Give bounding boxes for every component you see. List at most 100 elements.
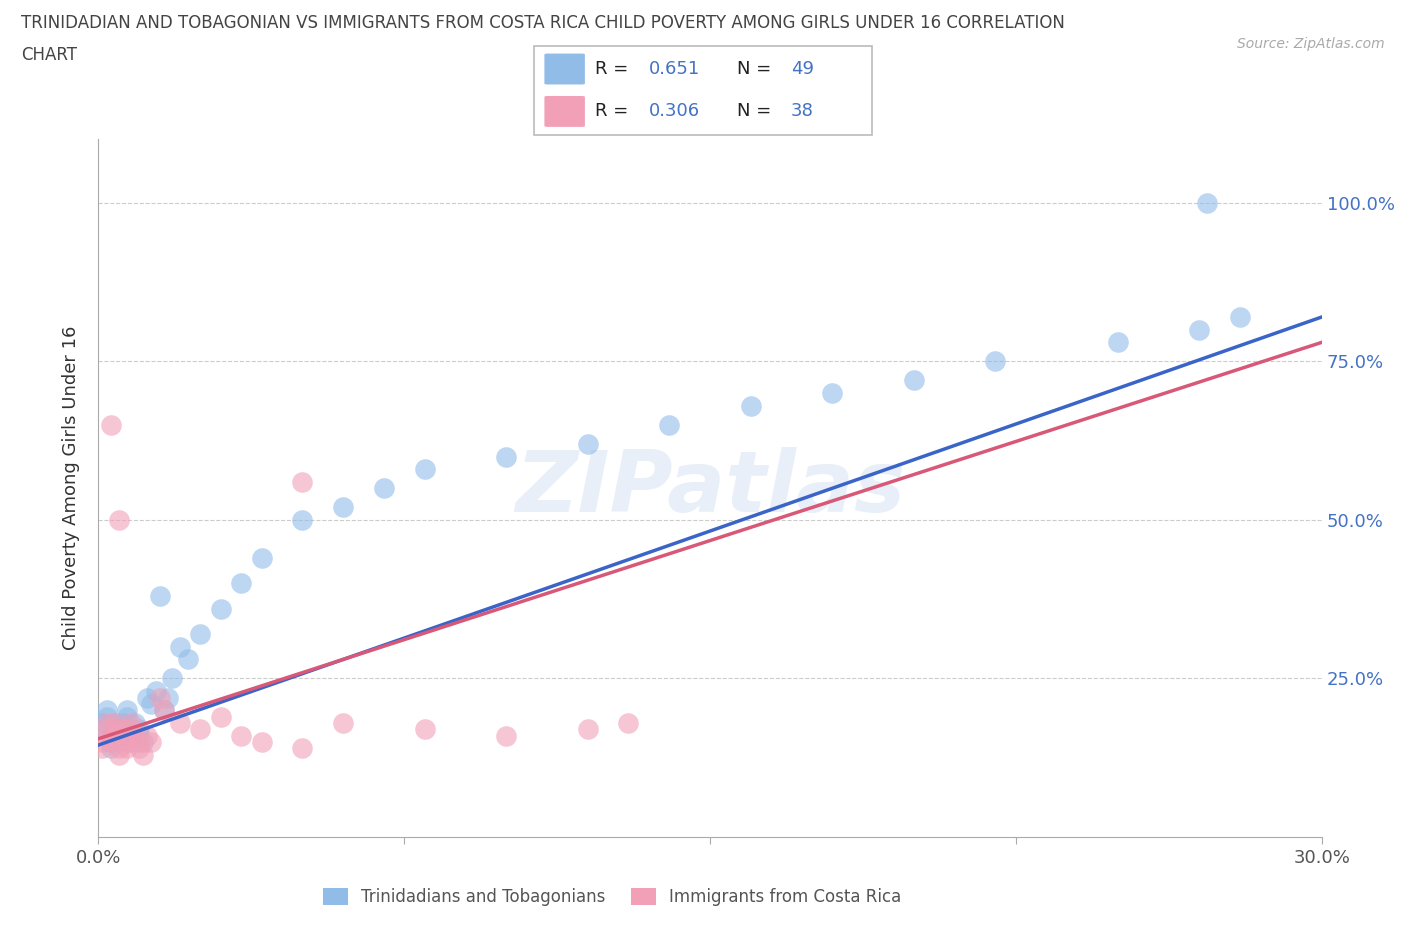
Point [169, 715, 191, 730]
Text: TRINIDADIAN AND TOBAGONIAN VS IMMIGRANTS FROM COSTA RICA CHILD POVERTY AMONG GIR: TRINIDADIAN AND TOBAGONIAN VS IMMIGRANTS… [21, 14, 1064, 32]
Text: R =: R = [595, 102, 634, 121]
Point [115, 741, 138, 756]
Point [108, 512, 131, 527]
Point [120, 715, 142, 730]
Text: N =: N = [737, 102, 776, 121]
Point [149, 690, 172, 705]
Point [136, 690, 159, 705]
Point [141, 697, 163, 711]
Point [231, 576, 253, 591]
Point [96, 709, 118, 724]
Point [120, 722, 142, 737]
Point [169, 639, 191, 654]
Legend: Trinidadians and Tobagonians, Immigrants from Costa Rica: Trinidadians and Tobagonians, Immigrants… [316, 881, 908, 912]
Point [413, 722, 436, 737]
Point [104, 715, 127, 730]
Point [128, 728, 150, 743]
Point [91, 715, 114, 730]
Point [1229, 310, 1251, 325]
Point [124, 728, 146, 743]
Point [1188, 323, 1211, 338]
Point [903, 373, 925, 388]
Point [495, 449, 517, 464]
Point [209, 709, 232, 724]
Point [108, 741, 131, 756]
Text: ZIPatlas: ZIPatlas [515, 446, 905, 530]
Point [617, 715, 640, 730]
Point [128, 722, 150, 737]
Text: CHART: CHART [21, 46, 77, 64]
Point [291, 741, 314, 756]
Point [100, 735, 122, 750]
Point [495, 728, 517, 743]
Point [250, 735, 273, 750]
Point [120, 728, 142, 743]
Text: 0.651: 0.651 [650, 60, 700, 78]
Point [96, 722, 118, 737]
Point [111, 728, 134, 743]
Point [108, 747, 131, 762]
Point [111, 715, 134, 730]
Point [141, 735, 163, 750]
Point [115, 735, 138, 750]
Point [108, 735, 131, 750]
FancyBboxPatch shape [534, 46, 872, 135]
Point [413, 462, 436, 477]
Point [984, 354, 1007, 369]
Point [104, 722, 127, 737]
Point [120, 735, 142, 750]
FancyBboxPatch shape [544, 54, 585, 85]
Point [104, 722, 127, 737]
Point [91, 735, 114, 750]
Point [188, 722, 212, 737]
Point [111, 722, 134, 737]
Point [145, 684, 167, 698]
Point [132, 735, 155, 750]
Point [821, 386, 844, 401]
Point [100, 741, 122, 756]
Point [160, 671, 183, 686]
Point [658, 418, 681, 432]
Point [152, 703, 174, 718]
Point [100, 418, 122, 432]
Point [291, 474, 314, 489]
Point [1107, 335, 1129, 350]
Text: 38: 38 [790, 102, 814, 121]
Point [373, 481, 395, 496]
Text: N =: N = [737, 60, 776, 78]
Point [291, 512, 314, 527]
Point [576, 722, 599, 737]
Point [111, 722, 134, 737]
Point [231, 728, 253, 743]
Point [96, 715, 118, 730]
Point [188, 627, 212, 642]
Point [209, 602, 232, 617]
Point [100, 728, 122, 743]
Point [177, 652, 200, 667]
Point [124, 715, 146, 730]
Point [104, 715, 127, 730]
Point [132, 747, 155, 762]
FancyBboxPatch shape [544, 96, 585, 126]
Point [576, 436, 599, 451]
Point [740, 398, 762, 413]
Point [250, 551, 273, 565]
Point [149, 589, 172, 604]
Point [128, 741, 150, 756]
Text: R =: R = [595, 60, 634, 78]
Text: Source: ZipAtlas.com: Source: ZipAtlas.com [1237, 37, 1385, 51]
Point [91, 741, 114, 756]
Point [108, 728, 131, 743]
Point [128, 735, 150, 750]
Text: 0.306: 0.306 [650, 102, 700, 121]
Point [96, 703, 118, 718]
Point [115, 709, 138, 724]
Text: 49: 49 [790, 60, 814, 78]
Point [115, 703, 138, 718]
Point [100, 728, 122, 743]
Y-axis label: Child Poverty Among Girls Under 16: Child Poverty Among Girls Under 16 [62, 326, 80, 650]
Point [136, 728, 159, 743]
Point [1197, 195, 1219, 210]
Point [100, 735, 122, 750]
Point [332, 499, 354, 514]
